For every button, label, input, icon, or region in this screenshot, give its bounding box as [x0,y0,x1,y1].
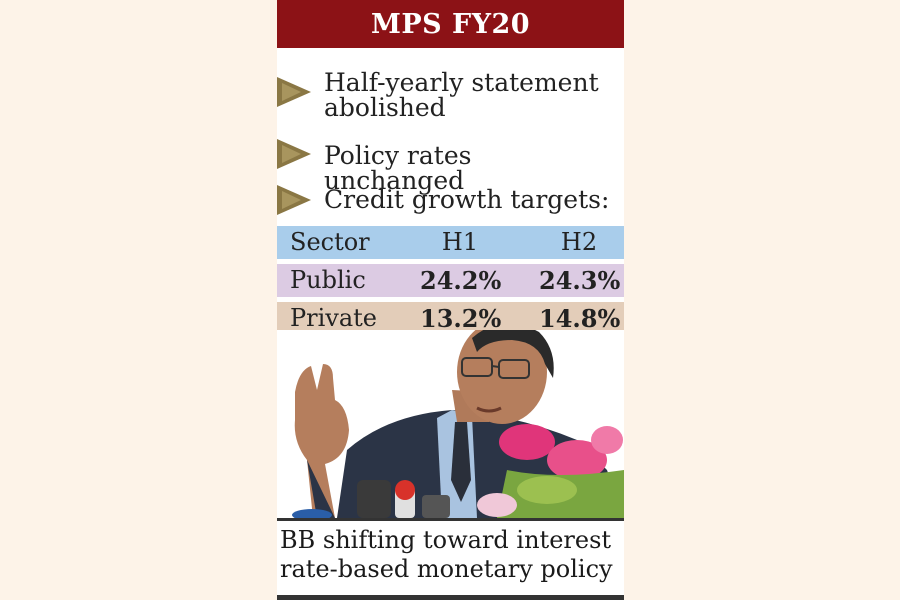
arrow-bullet-icon [277,185,311,215]
table-header-cell: H2 [560,228,598,256]
table-header-cell: H1 [441,228,479,256]
table-cell: Private [290,304,378,332]
bottom-rule [277,595,624,600]
table-cell: 24.3% [539,266,621,295]
caption-divider [277,518,624,521]
bullet-text: Policy rates unchanged [324,143,619,193]
table-cell: Public [290,266,366,294]
table-cell: 13.2% [420,304,502,333]
table-header-cell: Sector [290,228,370,256]
bullet-line: Half-yearly statement [324,68,599,97]
table-cell: 24.2% [420,266,502,295]
caption-line: rate-based monetary policy [280,555,613,583]
table-row: Public 24.2% 24.3% [277,264,624,297]
table-header-row: Sector H1 H2 [277,226,624,259]
photo-caption: BB shifting toward interest rate-based m… [280,526,622,584]
arrow-bullet-icon [277,77,311,107]
page-title: MPS FY20 [370,8,531,40]
table-cell: 14.8% [539,304,621,333]
bullet-line: Credit growth targets: [324,185,610,214]
infographic-card: MPS FY20 Half-yearly statement abolished… [277,0,624,600]
bullet-line: abolished [324,93,446,122]
bullet-line: Policy rates unchanged [324,141,472,195]
bullet-text: Credit growth targets: [324,187,619,212]
table-row: Private 13.2% 14.8% [277,302,624,335]
title-bar: MPS FY20 [277,0,624,48]
speaker-photo [277,330,624,518]
caption-line: BB shifting toward interest [280,526,612,554]
bullet-text: Half-yearly statement abolished [324,70,619,120]
arrow-bullet-icon [277,139,311,169]
